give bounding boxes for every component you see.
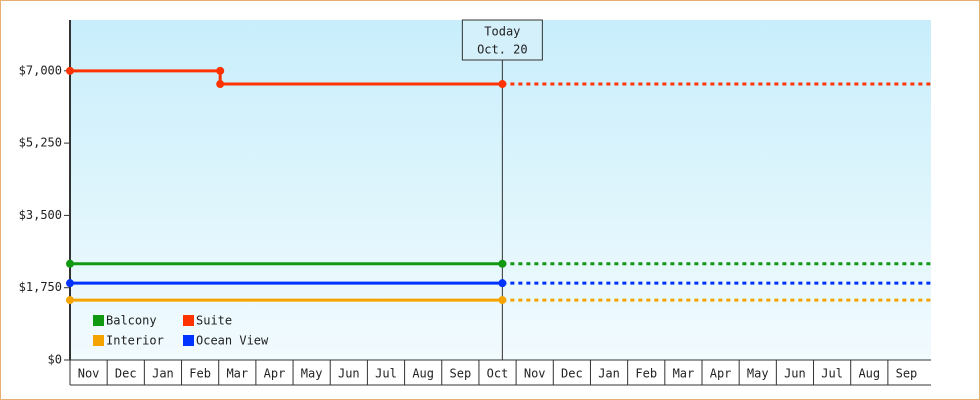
point — [498, 279, 507, 288]
y-tick-label: $7,000 — [19, 63, 62, 77]
x-tick-label: Sep — [450, 367, 472, 381]
x-tick-label: Dec — [115, 367, 137, 381]
y-tick-label: $0 — [48, 353, 62, 367]
x-tick-label: Apr — [264, 367, 286, 381]
x-tick-label: Nov — [78, 367, 100, 381]
x-tick-label: Oct — [487, 367, 509, 381]
x-tick-label: Sep — [896, 367, 918, 381]
point — [66, 296, 74, 305]
legend-label: Ocean View — [196, 334, 269, 348]
x-tick-label: Jun — [338, 367, 360, 381]
legend-label: Balcony — [106, 314, 157, 328]
legend-swatch — [93, 315, 104, 326]
y-tick-label: $5,250 — [19, 136, 62, 150]
x-tick-label: Mar — [226, 367, 248, 381]
legend-label: Suite — [196, 314, 232, 328]
x-tick-label: Jun — [784, 367, 806, 381]
x-tick-label: Apr — [710, 367, 732, 381]
x-tick-label: Jan — [152, 367, 174, 381]
point — [498, 259, 507, 268]
point — [66, 279, 74, 288]
point — [66, 66, 74, 75]
x-tick-label: Mar — [673, 367, 695, 381]
legend-swatch — [183, 335, 194, 346]
point — [66, 259, 74, 268]
legend-swatch — [93, 335, 104, 346]
today-label: Today — [484, 25, 520, 39]
x-tick-label: Dec — [561, 367, 583, 381]
series-line — [70, 69, 503, 86]
point — [216, 80, 225, 89]
x-tick-label: Nov — [524, 367, 546, 381]
x-tick-label: Aug — [412, 367, 434, 381]
y-tick-label: $1,750 — [19, 280, 62, 294]
point — [498, 296, 507, 305]
x-tick-label: May — [747, 367, 769, 381]
point — [498, 80, 507, 89]
y-tick-label: $3,500 — [19, 208, 62, 222]
x-tick-label: Feb — [189, 367, 211, 381]
x-tick-label: May — [301, 367, 323, 381]
point — [216, 66, 225, 75]
x-tick-label: Feb — [635, 367, 657, 381]
legend-label: Interior — [106, 334, 164, 348]
x-tick-label: Jul — [821, 367, 843, 381]
today-label: Oct. 20 — [477, 43, 528, 57]
x-tick-label: Jul — [375, 367, 397, 381]
x-tick-label: Jan — [598, 367, 620, 381]
x-tick-label: Aug — [858, 367, 880, 381]
legend-swatch — [183, 315, 194, 326]
today-box — [461, 19, 543, 61]
